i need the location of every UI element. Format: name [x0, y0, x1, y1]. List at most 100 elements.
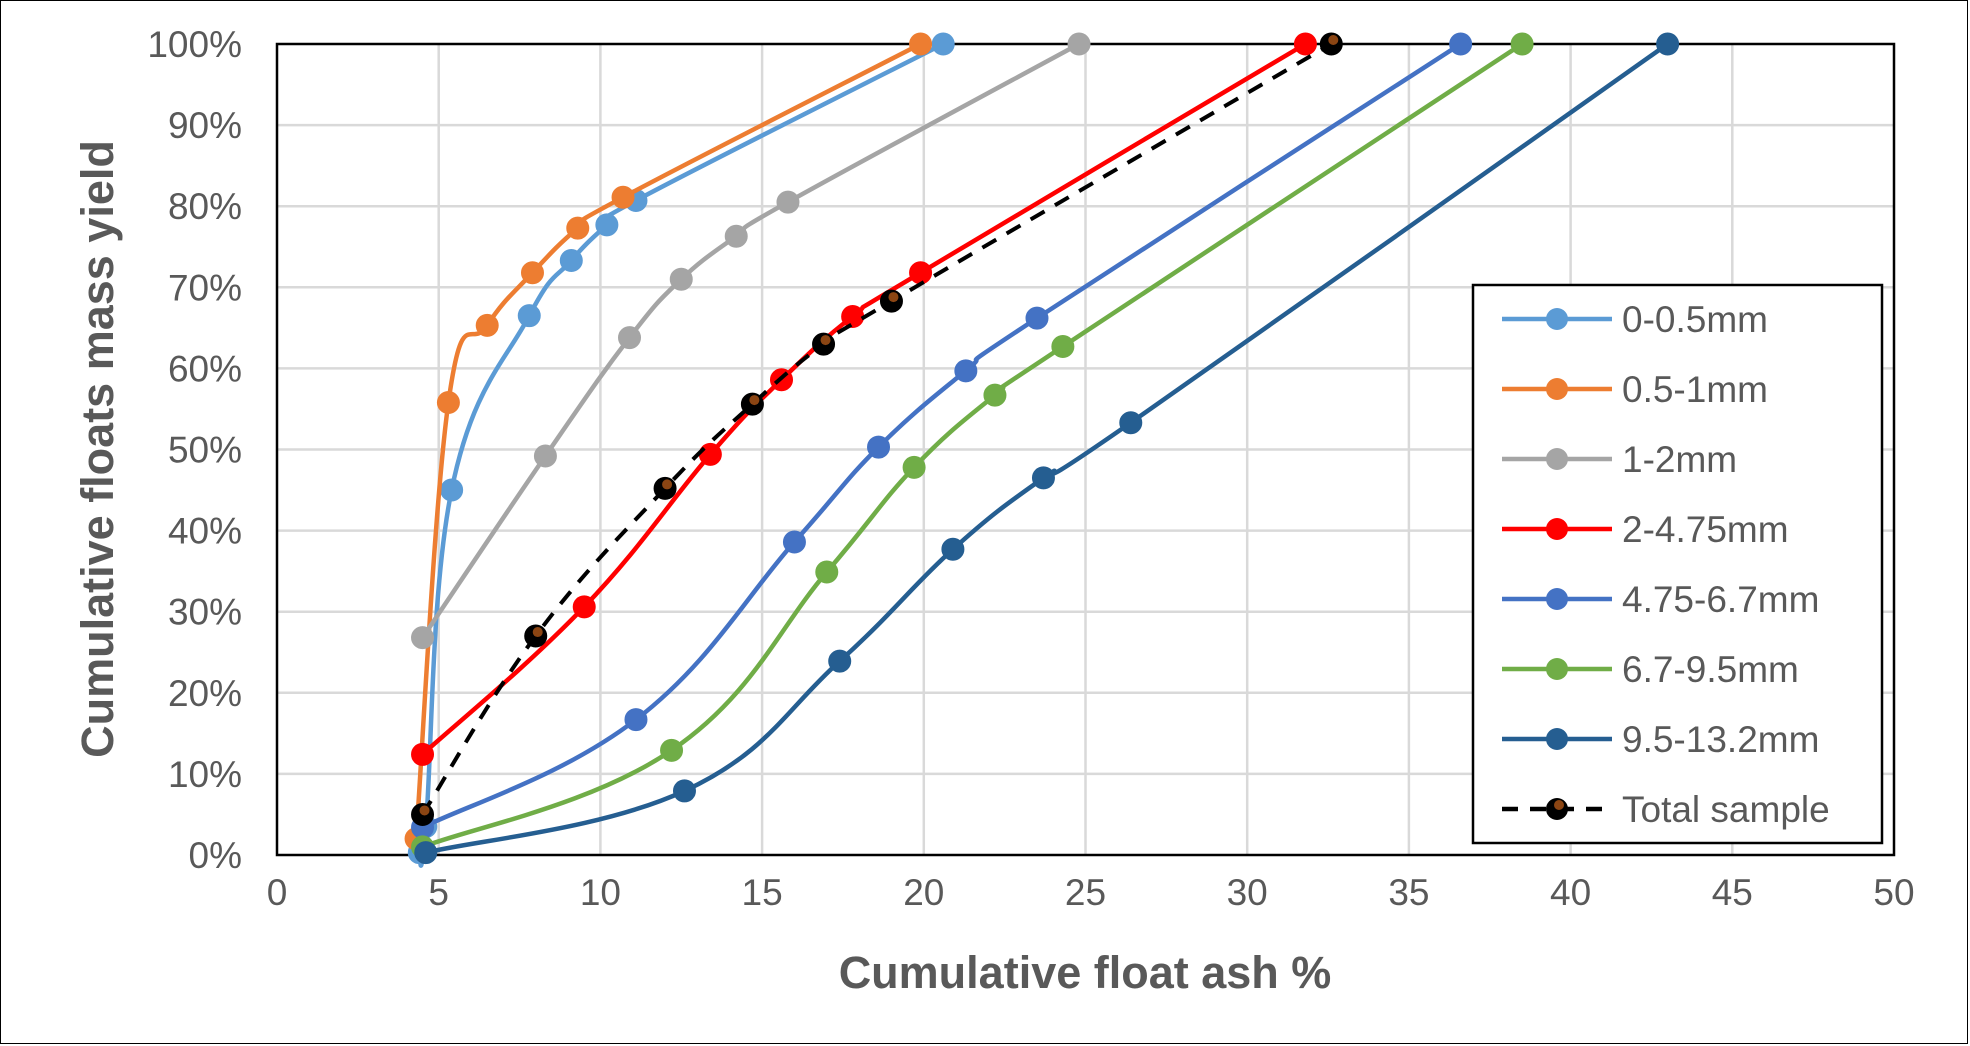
x-tick-label: 50	[1873, 872, 1914, 913]
data-point	[983, 383, 1007, 407]
data-point	[1025, 306, 1049, 330]
data-point	[1119, 411, 1143, 435]
data-point	[595, 213, 619, 237]
y-tick-label: 0%	[189, 835, 242, 876]
data-point	[776, 190, 800, 214]
data-point-center	[749, 395, 760, 406]
data-point	[1656, 32, 1680, 56]
y-tick-label: 50%	[168, 430, 242, 471]
data-point	[1449, 32, 1473, 56]
data-point-center	[1328, 35, 1339, 45]
data-point	[669, 267, 693, 291]
y-tick-label: 100%	[147, 24, 242, 65]
data-point	[517, 304, 541, 328]
data-point	[1067, 32, 1091, 56]
data-point	[841, 304, 865, 328]
y-tick-label: 20%	[168, 673, 242, 714]
x-tick-label: 15	[742, 872, 783, 913]
legend-marker	[1546, 378, 1568, 400]
legend-marker	[1546, 448, 1568, 470]
data-point-center	[419, 805, 430, 816]
data-point	[436, 390, 460, 414]
tick-labels: 0 5 10 15 20 25 30 35 40 45 50 0% 10% 20% 30% 40% 50% 60%…	[147, 24, 1914, 913]
data-point	[1031, 466, 1055, 490]
data-point	[566, 216, 590, 240]
y-tick-label: 30%	[168, 592, 242, 633]
x-tick-label: 35	[1388, 872, 1429, 913]
data-point	[724, 224, 748, 248]
legend-item: 0-0.5mm	[1502, 299, 1768, 340]
legend-marker	[1546, 518, 1568, 540]
legend-item: Total sample	[1502, 789, 1830, 830]
legend-item: 2-4.75mm	[1502, 509, 1789, 550]
legend-box	[1471, 283, 1884, 845]
series-line	[421, 42, 1524, 849]
legend-item: 9.5-13.2mm	[1502, 719, 1819, 760]
series-line	[417, 41, 945, 868]
y-tick-label: 10%	[168, 754, 242, 795]
legend-marker	[1546, 728, 1568, 750]
x-tick-label: 30	[1227, 872, 1268, 913]
y-tick-label: 80%	[168, 186, 242, 227]
data-point	[1051, 335, 1075, 359]
series-group	[411, 32, 1343, 826]
legend-item: 1-2mm	[1502, 439, 1737, 480]
data-point	[941, 537, 965, 561]
data-point	[902, 455, 926, 479]
data-point-center	[888, 292, 899, 303]
data-point	[572, 595, 596, 619]
data-point	[559, 249, 583, 273]
y-tick-label: 60%	[168, 348, 242, 389]
series-group	[411, 32, 1534, 859]
data-point	[414, 841, 438, 865]
data-point	[1293, 32, 1317, 56]
legend-marker	[1546, 308, 1568, 330]
data-point	[698, 442, 722, 466]
series-line	[420, 42, 1307, 757]
data-point	[815, 560, 839, 584]
series-line	[421, 42, 1462, 830]
data-point	[624, 708, 648, 732]
data-point	[867, 435, 891, 459]
legend-label: 4.75-6.7mm	[1622, 579, 1819, 620]
series-group	[404, 32, 933, 851]
y-tick-label: 70%	[168, 267, 242, 308]
data-point	[1510, 32, 1534, 56]
x-tick-label: 25	[1065, 872, 1106, 913]
data-point	[411, 626, 435, 650]
x-tick-label: 10	[580, 872, 621, 913]
series-group	[411, 32, 1091, 650]
data-point	[782, 530, 806, 554]
legend-label: 1-2mm	[1622, 439, 1737, 480]
data-point-center	[532, 627, 543, 638]
legend-label: 6.7-9.5mm	[1622, 649, 1799, 690]
legend-label: 0-0.5mm	[1622, 299, 1768, 340]
series-layer	[404, 32, 1680, 868]
legend-item: 6.7-9.5mm	[1502, 649, 1799, 690]
legend-item: 4.75-6.7mm	[1502, 579, 1819, 620]
legend-marker	[1546, 588, 1568, 610]
legend-marker	[1546, 658, 1568, 680]
legend-item: 0.5-1mm	[1502, 369, 1768, 410]
data-point	[475, 313, 499, 337]
x-axis-title: Cumulative float ash %	[839, 947, 1332, 998]
data-point	[440, 478, 464, 502]
data-point-center	[662, 479, 673, 490]
series-group	[411, 32, 1473, 839]
data-point	[909, 261, 933, 285]
data-point	[533, 444, 557, 468]
data-point	[520, 261, 544, 285]
data-point-center	[820, 335, 831, 346]
y-tick-label: 90%	[168, 105, 242, 146]
legend-label: 9.5-13.2mm	[1622, 719, 1819, 760]
data-point	[672, 779, 696, 803]
y-axis-title: Cumulative floats mass yield	[72, 140, 123, 758]
x-tick-label: 20	[903, 872, 944, 913]
series-line	[420, 42, 1333, 816]
x-tick-label: 0	[267, 872, 288, 913]
y-tick-label: 40%	[168, 511, 242, 552]
series-line	[413, 42, 922, 839]
data-point	[954, 359, 978, 383]
